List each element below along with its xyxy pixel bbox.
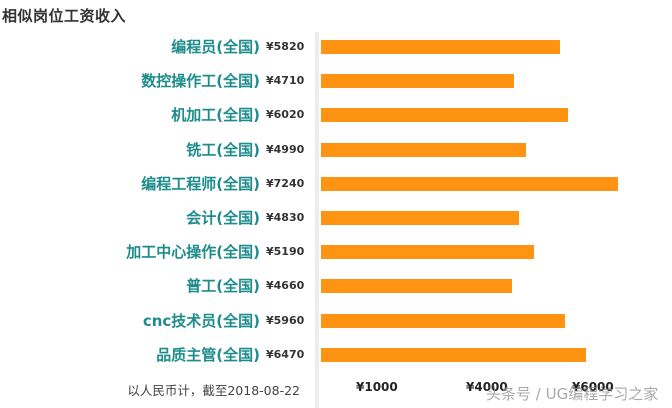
salary-bar[interactable] xyxy=(321,108,568,123)
x-tick-label: ¥6000 xyxy=(572,380,614,394)
category-label: 编程员(全国) xyxy=(171,38,260,56)
bar-row: 编程工程师(全国) ¥7240 xyxy=(0,167,672,201)
salary-value: ¥5190 xyxy=(266,245,305,259)
category-label: 加工中心操作(全国) xyxy=(126,243,260,262)
salary-bar[interactable] xyxy=(321,74,514,89)
category-label: 编程工程师(全国) xyxy=(141,174,260,193)
chart-title: 相似岗位工资收入 xyxy=(2,7,127,25)
salary-bar[interactable] xyxy=(321,176,618,191)
bar-row: 铣工(全国) ¥4990 xyxy=(0,133,672,167)
category-label: 数控操作工(全国) xyxy=(141,72,260,91)
bar-row: cnc技术员(全国) ¥5960 xyxy=(0,304,672,338)
salary-value: ¥4990 xyxy=(266,142,305,156)
x-tick-label: ¥4000 xyxy=(466,380,508,394)
salary-value: ¥4710 xyxy=(266,74,305,88)
footnote: 以人民币计，截至2018-08-22 xyxy=(127,383,300,398)
bar-row: 机加工(全国) ¥6020 xyxy=(0,98,672,132)
salary-value: ¥7240 xyxy=(266,176,305,190)
bar-row: 普工(全国) ¥4660 xyxy=(0,269,672,303)
salary-bar[interactable] xyxy=(321,245,534,260)
category-label: 品质主管(全国) xyxy=(156,345,260,364)
salary-bar[interactable] xyxy=(321,40,560,54)
category-label: cnc技术员(全国) xyxy=(142,311,260,330)
bar-row: 编程员(全国) ¥5820 xyxy=(0,30,672,64)
bar-row: 加工中心操作(全国) ¥5190 xyxy=(0,235,672,269)
x-tick-label: ¥1000 xyxy=(356,380,398,394)
salary-value: ¥4830 xyxy=(266,211,305,224)
salary-value: ¥5960 xyxy=(266,313,305,327)
bar-row: 品质主管(全国) ¥6470 xyxy=(0,338,672,372)
salary-value: ¥5820 xyxy=(266,40,305,53)
salary-bar[interactable] xyxy=(321,347,586,362)
category-label: 铣工(全国) xyxy=(186,140,260,159)
category-label: 普工(全国) xyxy=(186,277,260,296)
bar-row: 会计(全国) ¥4830 xyxy=(0,201,672,235)
bar-row: 数控操作工(全国) ¥4710 xyxy=(0,64,672,98)
salary-bar[interactable] xyxy=(321,279,512,294)
salary-value: ¥6470 xyxy=(266,347,305,361)
salary-value: ¥6020 xyxy=(266,108,305,122)
y-axis-line xyxy=(315,32,319,408)
salary-bar[interactable] xyxy=(321,211,519,225)
salary-bar[interactable] xyxy=(321,142,526,157)
salary-value: ¥4660 xyxy=(266,279,305,293)
salary-bar[interactable] xyxy=(321,313,565,328)
category-label: 机加工(全国) xyxy=(171,106,260,125)
category-label: 会计(全国) xyxy=(186,209,260,227)
watermark: 头条号 / UG编程学习之家 xyxy=(486,385,659,403)
